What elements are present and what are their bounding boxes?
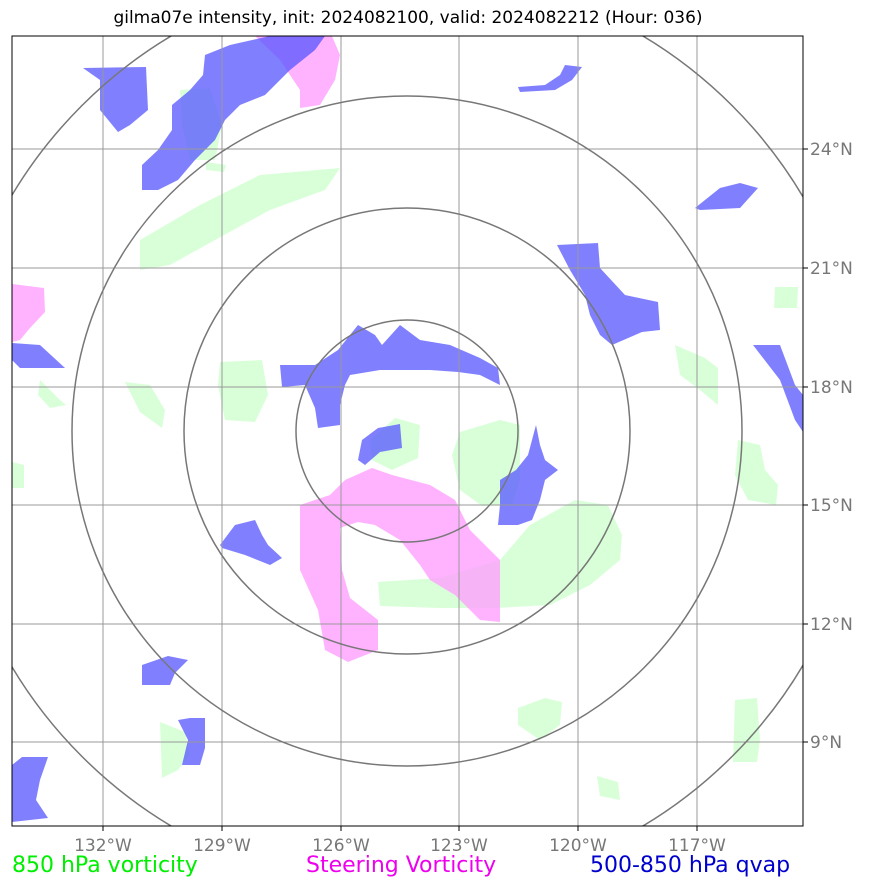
map-border: [11, 35, 804, 827]
legend-850-hpa-vorticity: 850 hPa vorticity: [12, 853, 198, 878]
range-ring-3: [71, 95, 743, 767]
longitude-labels: 132°W 129°W 126°W 123°W 120°W 117°W: [74, 836, 726, 856]
lat-lon-gridlines: [12, 36, 803, 826]
lon-label: 123°W: [430, 836, 488, 856]
qvap-shading: [12, 36, 803, 822]
lat-label: 18°N: [810, 378, 853, 398]
lon-label: 117°W: [668, 836, 726, 856]
map-title: gilma07e intensity, init: 2024082100, va…: [113, 8, 703, 28]
latitude-labels: 9°N 12°N 15°N 18°N 21°N 24°N: [810, 140, 853, 753]
lat-label: 24°N: [810, 140, 853, 160]
range-ring-1: [295, 319, 519, 543]
lat-label: 9°N: [810, 733, 842, 753]
axis-ticks: [102, 148, 808, 831]
legend-steering-vorticity: Steering Vorticity: [306, 853, 497, 878]
lat-label: 12°N: [810, 615, 853, 635]
lon-label: 126°W: [312, 836, 370, 856]
lon-label: 129°W: [193, 836, 251, 856]
range-ring-2: [183, 207, 631, 655]
legend-500-850-hpa-qvap: 500-850 hPa qvap: [590, 853, 791, 878]
lat-label: 21°N: [810, 259, 853, 279]
lon-label: 132°W: [74, 836, 132, 856]
lat-label: 15°N: [810, 496, 853, 516]
lon-label: 120°W: [549, 836, 607, 856]
vorticity-850-shading: [12, 88, 798, 800]
